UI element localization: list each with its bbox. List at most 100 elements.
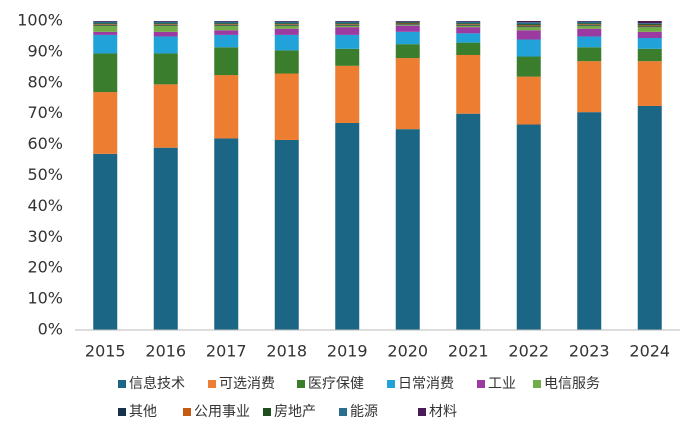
- bar-segment: [637, 23, 662, 25]
- bar-segment: [456, 24, 481, 25]
- legend-swatch: [533, 380, 541, 388]
- bar-segment: [153, 147, 178, 330]
- bar-segment: [274, 24, 299, 26]
- bar-segment: [335, 25, 360, 28]
- y-tick-label: 50%: [27, 165, 63, 184]
- legend-label: 电信服务: [544, 376, 600, 392]
- bar-segment: [456, 33, 481, 43]
- bar-segment: [153, 21, 178, 22]
- bar-segment: [577, 36, 602, 48]
- bar-segment: [153, 84, 178, 148]
- bar-segment: [153, 25, 178, 32]
- bar-segment: [93, 23, 118, 25]
- bar-segment: [395, 24, 420, 25]
- bar-segment: [637, 48, 662, 62]
- bar-segment: [577, 24, 602, 26]
- bar-segment: [153, 23, 178, 25]
- legend-label: 信息技术: [129, 375, 185, 392]
- legend-label: 公用事业: [194, 404, 250, 420]
- bar-segment: [274, 28, 299, 35]
- bar-segment: [516, 124, 541, 330]
- bar-segment: [214, 30, 239, 35]
- bar-segment: [577, 24, 602, 25]
- legend-swatch: [118, 408, 126, 416]
- x-tick-label: 2018: [266, 342, 307, 361]
- bar-segment: [577, 23, 602, 25]
- bar-segment: [395, 44, 420, 59]
- y-tick-label: 0%: [38, 320, 63, 339]
- bar-segment: [274, 25, 299, 29]
- bar-segment: [153, 36, 178, 54]
- bar-segment: [516, 22, 541, 25]
- bar-segment: [516, 25, 541, 27]
- bar-segment: [577, 21, 602, 24]
- y-tick-label: 80%: [27, 72, 63, 91]
- bar-segment: [516, 56, 541, 77]
- bar-segment: [637, 26, 662, 28]
- bar-segment: [577, 47, 602, 62]
- bar-segment: [395, 24, 420, 26]
- bar-segment: [456, 27, 481, 34]
- bar-segment: [93, 24, 118, 26]
- legend-label: 房地产: [274, 404, 316, 420]
- bar-segment: [214, 34, 239, 48]
- bar-segment: [335, 21, 360, 22]
- bar-segment: [153, 53, 178, 85]
- y-tick-label: 20%: [27, 258, 63, 277]
- bar-segment: [335, 65, 360, 123]
- x-tick-label: 2021: [448, 342, 489, 361]
- bar-segment: [93, 53, 118, 93]
- bar-segment: [335, 23, 360, 25]
- bar-segment: [637, 21, 662, 24]
- x-tick-label: 2023: [569, 342, 610, 361]
- bar-segment: [456, 25, 481, 28]
- bar-segment: [93, 31, 118, 35]
- bar-segment: [335, 24, 360, 26]
- bar-segment: [395, 21, 420, 23]
- bar-segment: [456, 23, 481, 25]
- bar-segment: [335, 122, 360, 330]
- legend-swatch: [208, 380, 216, 388]
- legend-swatch: [297, 380, 305, 388]
- bar-segment: [637, 27, 662, 32]
- x-tick-label: 2015: [85, 342, 126, 361]
- bar-segment: [93, 24, 118, 25]
- bar-segment: [214, 25, 239, 31]
- bar-segment: [335, 24, 360, 25]
- y-tick-label: 10%: [27, 289, 63, 308]
- bar-segment: [395, 58, 420, 130]
- bar-segment: [214, 21, 239, 22]
- bar-segment: [516, 24, 541, 26]
- bar-segment: [153, 24, 178, 26]
- bar-segment: [274, 23, 299, 25]
- bar-segment: [153, 21, 178, 24]
- bar-segment: [456, 21, 481, 24]
- legend-swatch: [263, 408, 271, 416]
- legend-swatch: [477, 380, 485, 388]
- bar-segment: [274, 139, 299, 330]
- bar-segment: [153, 24, 178, 25]
- legend-label: 医疗保健: [308, 376, 364, 392]
- bar-segment: [93, 25, 118, 32]
- y-tick-label: 100%: [17, 11, 63, 30]
- bar-segment: [637, 61, 662, 106]
- bar-segment: [214, 75, 239, 139]
- legend-label: 日常消费: [398, 376, 454, 392]
- bar-segment: [637, 25, 662, 27]
- bar-segment: [516, 30, 541, 40]
- bar-segment: [395, 129, 420, 330]
- bar-segment: [637, 31, 662, 38]
- bar-segment: [335, 27, 360, 35]
- legend-label: 工业: [488, 376, 516, 392]
- bar-segment: [214, 138, 239, 330]
- bar-segment: [637, 105, 662, 330]
- bar-segment: [395, 25, 420, 32]
- bar-segment: [395, 23, 420, 25]
- y-tick-label: 70%: [27, 103, 63, 122]
- legend-swatch: [418, 408, 426, 416]
- bar-segment: [456, 54, 481, 114]
- bar-segment: [395, 31, 420, 45]
- bar-segment: [93, 92, 118, 154]
- bar-segment: [274, 21, 299, 22]
- legend-swatch: [118, 380, 126, 388]
